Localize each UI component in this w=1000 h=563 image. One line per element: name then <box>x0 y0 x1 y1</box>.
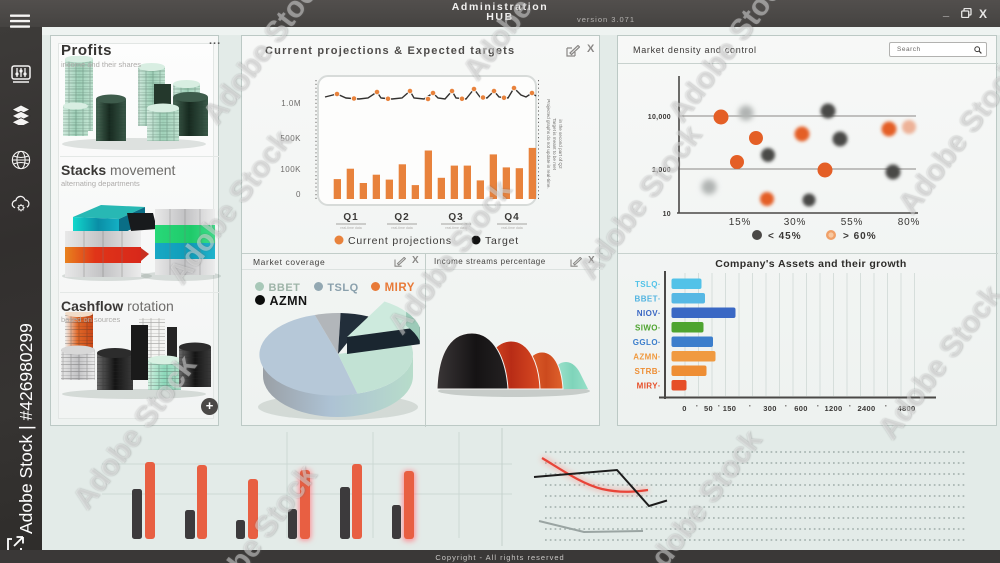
svg-text:100K: 100K <box>280 165 301 174</box>
svg-text:Target is meant to be met: Target is meant to be met <box>552 118 557 171</box>
svg-text:15%: 15% <box>729 217 751 228</box>
svg-text:> 60%: > 60% <box>843 231 877 242</box>
svg-text:GGLO·: GGLO· <box>633 338 661 347</box>
svg-text:300: 300 <box>763 404 776 413</box>
svg-text:SIWO·: SIWO· <box>635 324 661 333</box>
svg-text:600: 600 <box>794 404 807 413</box>
svg-text:Target: Target <box>485 235 519 247</box>
svg-text:Company's Assets and their gro: Company's Assets and their growth <box>715 258 907 270</box>
svg-text:Projected graphs do not update: Projected graphs do not update in real-t… <box>546 99 551 188</box>
svg-text:0: 0 <box>296 190 301 199</box>
svg-text:50: 50 <box>704 404 713 413</box>
svg-text:500K: 500K <box>280 134 301 143</box>
svg-text:Q3: Q3 <box>448 212 463 223</box>
svg-text:55%: 55% <box>841 217 863 228</box>
svg-text:80%: 80% <box>898 217 920 228</box>
svg-text:real-time data: real-time data <box>501 226 522 230</box>
svg-text:Current projections: Current projections <box>348 235 452 247</box>
svg-text:< 45%: < 45% <box>768 231 802 242</box>
svg-text:real-time data: real-time data <box>445 226 466 230</box>
svg-text:2400: 2400 <box>858 404 876 413</box>
svg-text:Q4: Q4 <box>504 212 519 223</box>
svg-text:4800: 4800 <box>898 404 916 413</box>
svg-text:10,000: 10,000 <box>648 114 671 121</box>
svg-text:real-time data: real-time data <box>340 226 361 230</box>
svg-text:30%: 30% <box>784 217 806 228</box>
svg-text:in the second part of Q2: in the second part of Q2 <box>558 119 563 168</box>
svg-text:Q1: Q1 <box>343 212 358 223</box>
svg-text:AZMN·: AZMN· <box>633 353 661 362</box>
svg-text:10: 10 <box>663 211 671 218</box>
svg-text:1200: 1200 <box>825 404 843 413</box>
svg-text:1.0M: 1.0M <box>281 99 301 108</box>
svg-text:150: 150 <box>723 404 736 413</box>
svg-text:MIRY·: MIRY· <box>637 382 661 391</box>
svg-text:real-time data: real-time data <box>391 226 412 230</box>
svg-text:0: 0 <box>682 404 686 413</box>
svg-text:TSLQ·: TSLQ· <box>635 280 661 289</box>
svg-text:NIOV·: NIOV· <box>637 309 661 318</box>
svg-text:BBET·: BBET· <box>635 295 661 304</box>
svg-text:STRB·: STRB· <box>635 367 661 376</box>
svg-text:Q2: Q2 <box>394 212 409 223</box>
svg-text:1,000: 1,000 <box>652 167 671 174</box>
